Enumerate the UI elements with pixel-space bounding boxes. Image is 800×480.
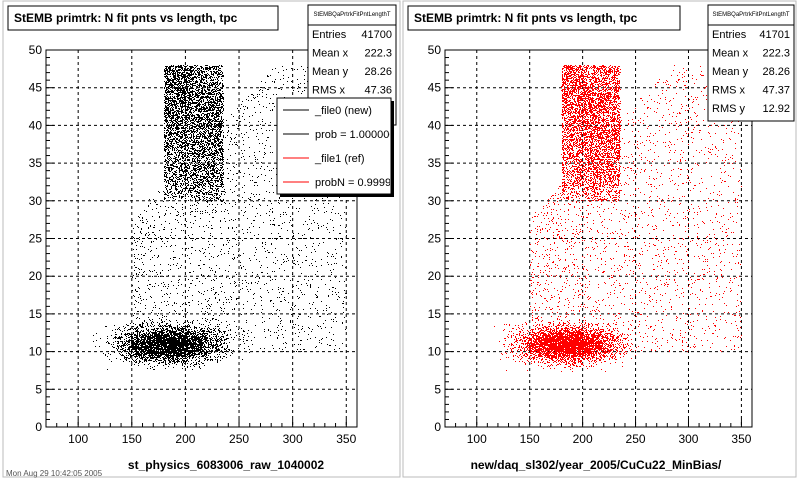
y-tick-label: 40 bbox=[428, 118, 442, 132]
y-tick-label: 30 bbox=[428, 194, 442, 208]
stats-value: 12.92 bbox=[762, 103, 790, 115]
stats-value: 47.36 bbox=[364, 85, 392, 97]
right-panel: 100 150 200 250 300 350 0 5 10 15 20 25 30 35 40 45 50 ne… bbox=[402, 0, 797, 478]
y-tick-label: 20 bbox=[29, 269, 43, 283]
stats-label: RMS y bbox=[712, 103, 746, 115]
stats-value: 47.37 bbox=[762, 85, 790, 97]
y-tick-label: 35 bbox=[428, 156, 442, 170]
y-tick-label: 25 bbox=[428, 232, 442, 246]
y-tick-label: 20 bbox=[428, 269, 442, 283]
y-tick-label: 50 bbox=[428, 43, 442, 57]
legend-label: _file0 (new) bbox=[314, 105, 372, 117]
stats-value: 41700 bbox=[361, 29, 392, 41]
panel-frame bbox=[402, 0, 797, 478]
legend-label: prob = 1.000000 bbox=[315, 129, 395, 141]
stats-value: 222.3 bbox=[762, 48, 790, 60]
stats-label: RMS x bbox=[712, 85, 746, 97]
x-tick-label: 300 bbox=[283, 432, 303, 446]
x-tick-label: 350 bbox=[731, 432, 751, 446]
plot-area bbox=[445, 50, 752, 427]
stats-label: Entries bbox=[712, 29, 747, 41]
chart-title: StEMB primtrk: N fit pnts vs length, tpc bbox=[414, 11, 638, 25]
stats-name: StEMBQaPrtrkFitPntLengthT bbox=[313, 12, 390, 18]
y-tick-label: 50 bbox=[29, 43, 43, 57]
legend: _file0 (new) prob = 1.000000 _file1 (ref) p… bbox=[276, 97, 403, 197]
y-tick-label: 10 bbox=[29, 345, 43, 359]
legend-label: _file1 (ref) bbox=[314, 153, 365, 165]
x-tick-label: 200 bbox=[175, 432, 195, 446]
stats-value: 222.3 bbox=[364, 48, 392, 60]
footer-timestamp: Mon Aug 29 10:42:05 2005 bbox=[6, 469, 103, 478]
x-tick-label: 100 bbox=[467, 432, 487, 446]
y-tick-label: 30 bbox=[29, 194, 43, 208]
y-tick-label: 40 bbox=[29, 118, 43, 132]
y-axis: 0 5 10 15 20 25 30 35 40 45 50 bbox=[29, 43, 54, 434]
x-tick-label: 150 bbox=[122, 432, 142, 446]
x-axis-label: new/daq_sl302/year_2005/CuCu22_MinBias/ bbox=[471, 458, 722, 472]
x-tick-label: 200 bbox=[573, 432, 593, 446]
y-tick-label: 15 bbox=[29, 307, 43, 321]
legend-label: probN = 0.999999 bbox=[315, 177, 403, 189]
y-tick-label: 0 bbox=[35, 420, 42, 434]
stats-label: Mean y bbox=[312, 66, 349, 78]
scatter-points bbox=[93, 65, 347, 370]
y-tick-label: 45 bbox=[29, 81, 43, 95]
stats-value: 28.26 bbox=[762, 66, 790, 78]
y-tick-label: 5 bbox=[35, 382, 42, 396]
stats-label: Mean x bbox=[312, 48, 349, 60]
panel-frame bbox=[2, 0, 401, 478]
stats-value: 41701 bbox=[759, 29, 790, 41]
x-axis: 100 150 200 250 300 350 bbox=[444, 419, 753, 446]
y-tick-label: 25 bbox=[29, 232, 43, 246]
x-tick-label: 350 bbox=[336, 432, 356, 446]
chart-title: StEMB primtrk: N fit pnts vs length, tpc bbox=[14, 11, 238, 25]
y-tick-label: 0 bbox=[434, 420, 441, 434]
stats-label: Entries bbox=[312, 29, 347, 41]
y-tick-label: 5 bbox=[434, 382, 441, 396]
x-tick-label: 100 bbox=[68, 432, 88, 446]
x-tick-label: 300 bbox=[678, 432, 698, 446]
scatter-points bbox=[494, 65, 742, 372]
stats-box: StEMBQaPrtrkFitPntLengthT Entries 41701 Mea… bbox=[707, 4, 795, 122]
y-tick-label: 15 bbox=[428, 307, 442, 321]
y-tick-label: 10 bbox=[428, 345, 442, 359]
x-axis-label: st_physics_6083006_raw_1040002 bbox=[128, 458, 324, 472]
stats-label: Mean x bbox=[712, 48, 749, 60]
y-tick-label: 35 bbox=[29, 156, 43, 170]
legend-frame bbox=[276, 97, 392, 195]
title-box bbox=[7, 5, 279, 31]
x-tick-label: 250 bbox=[229, 432, 249, 446]
stats-label: RMS x bbox=[312, 85, 346, 97]
stats-name: StEMBQaPrtrkFitPntLengthT bbox=[712, 12, 789, 18]
left-panel: 100 150 200 250 300 350 0 5 10 15 20 25 30 35 40 45 50 st… bbox=[2, 0, 403, 478]
y-tick-label: 45 bbox=[428, 81, 442, 95]
stats-frame bbox=[707, 4, 795, 122]
y-axis: 0 5 10 15 20 25 30 35 40 45 50 bbox=[428, 43, 453, 434]
x-axis: 100 150 200 250 300 350 bbox=[45, 419, 358, 446]
stats-label: Mean y bbox=[712, 66, 749, 78]
x-tick-label: 150 bbox=[520, 432, 540, 446]
x-tick-label: 250 bbox=[626, 432, 646, 446]
title-box bbox=[407, 5, 681, 31]
stats-value: 28.26 bbox=[364, 66, 392, 78]
